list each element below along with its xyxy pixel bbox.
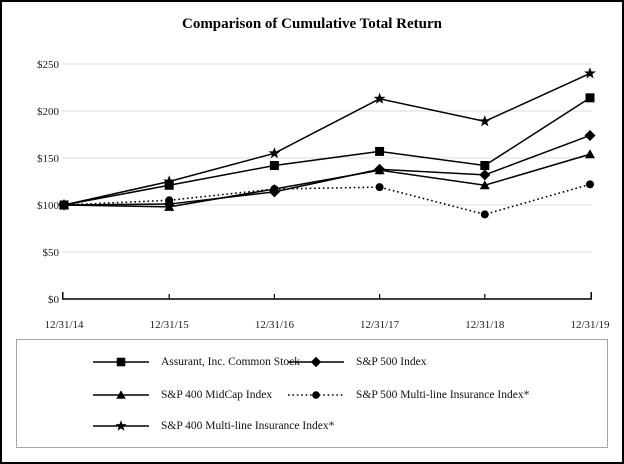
series-marker-circle bbox=[375, 183, 384, 192]
legend-item-sp400-midcap-index: S&P 400 MidCap Index bbox=[93, 388, 272, 402]
legend-sample-triangle-solid-line bbox=[93, 390, 149, 399]
legend-sample-diamond-solid-line bbox=[288, 356, 344, 368]
legend-item-sp500-index: S&P 500 Index bbox=[288, 355, 427, 369]
total-return-line-chart: $0 $50 $100 $150 $200 $250 12/31/14 12/31/15 12/… bbox=[37, 59, 610, 331]
legend-sample-square-solid-line bbox=[93, 357, 149, 367]
series-marker-star bbox=[115, 420, 127, 431]
y-tick-label: $0 bbox=[48, 294, 60, 306]
x-tick-label: 12/31/15 bbox=[150, 319, 190, 331]
chart-title: Comparison of Cumulative Total Return bbox=[181, 16, 443, 32]
series-marker-square bbox=[480, 161, 490, 171]
legend-label: S&P 400 Multi-line Insurance Index* bbox=[161, 420, 335, 432]
series-marker-square bbox=[585, 93, 595, 103]
series-line bbox=[63, 72, 591, 206]
legend-label: Assurant, Inc. Common Stock bbox=[161, 356, 300, 368]
series-marker-circle bbox=[165, 196, 174, 205]
series-marker-circle bbox=[480, 210, 489, 219]
y-tick-label: $100 bbox=[37, 200, 60, 212]
series-marker-triangle bbox=[479, 180, 490, 190]
series-marker-circle bbox=[586, 180, 594, 189]
x-tick-label: 12/31/18 bbox=[465, 319, 505, 331]
legend-label: S&P 500 Multi-line Insurance Index* bbox=[356, 389, 530, 401]
legend-label: S&P 500 Index bbox=[356, 356, 427, 368]
series-marker-triangle bbox=[116, 390, 126, 399]
x-tick-label: 12/31/16 bbox=[255, 319, 295, 331]
series-marker-star bbox=[163, 175, 176, 187]
x-tick-label: 12/31/17 bbox=[360, 319, 400, 331]
series-marker-diamond bbox=[479, 169, 491, 181]
y-tick-label: $150 bbox=[37, 153, 60, 165]
legend-sample-circle-dotted-line bbox=[288, 391, 344, 399]
legend-item-sp500-multiline-insurance-index: S&P 500 Multi-line Insurance Index* bbox=[288, 388, 529, 402]
y-tick-label: $200 bbox=[37, 106, 60, 118]
legend-item-assurant-common-stock: Assurant, Inc. Common Stock bbox=[93, 355, 300, 369]
series-marker-diamond bbox=[584, 129, 596, 141]
legend-sample-star-solid-line bbox=[93, 420, 149, 431]
y-tick-label: $250 bbox=[37, 59, 60, 71]
y-tick-label: $50 bbox=[43, 247, 60, 259]
series-line bbox=[63, 134, 591, 206]
series-marker-circle bbox=[312, 391, 320, 399]
series-line bbox=[63, 97, 591, 206]
series-marker-square bbox=[164, 180, 174, 190]
series-marker-square bbox=[375, 146, 385, 156]
series-line bbox=[63, 183, 591, 216]
legend-item-sp400-multiline-insurance-index: S&P 400 Multi-line Insurance Index* bbox=[93, 419, 334, 433]
series-marker-star bbox=[268, 147, 281, 159]
series-marker-square bbox=[269, 161, 279, 171]
series-marker-triangle bbox=[164, 201, 175, 211]
series-marker-diamond bbox=[310, 356, 322, 368]
series-marker-triangle bbox=[374, 165, 385, 175]
series-marker-square bbox=[116, 357, 126, 367]
x-tick-label: 12/31/14 bbox=[44, 319, 84, 331]
series-marker-circle bbox=[270, 185, 279, 194]
legend-label: S&P 400 MidCap Index bbox=[161, 389, 273, 401]
series-marker-star bbox=[373, 92, 386, 104]
x-tick-label: 12/31/19 bbox=[570, 319, 610, 331]
series-line bbox=[63, 153, 591, 208]
series-marker-star bbox=[478, 115, 491, 127]
series-marker-star bbox=[584, 67, 596, 79]
series-marker-triangle bbox=[585, 149, 595, 159]
series-marker-star bbox=[58, 198, 70, 211]
legend: Assurant, Inc. Common Stock S&P 500 Inde… bbox=[16, 339, 608, 448]
